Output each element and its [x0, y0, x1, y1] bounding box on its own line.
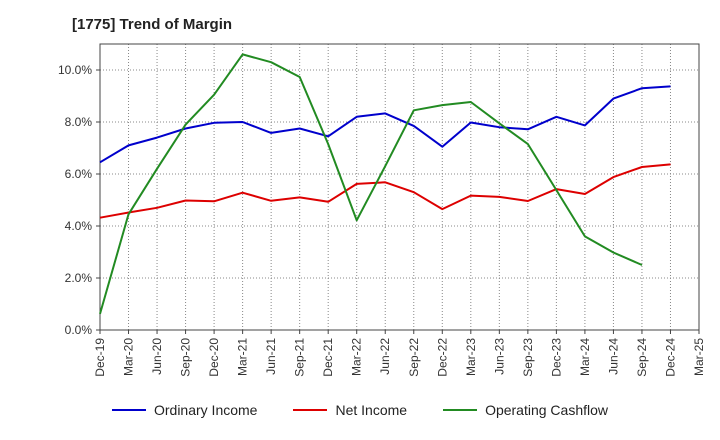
x-tick-label: Sep-21	[293, 338, 307, 377]
legend-label-net-income: Net Income	[335, 402, 408, 418]
legend-item-operating-cashflow: Operating Cashflow	[443, 402, 608, 418]
legend-label-operating-cashflow: Operating Cashflow	[485, 402, 609, 418]
x-tick-label: Dec-21	[321, 338, 335, 377]
y-tick-label: 8.0%	[65, 115, 93, 129]
y-tick-label: 0.0%	[65, 323, 93, 337]
chart-title: [1775] Trend of Margin	[72, 16, 233, 33]
legend-swatch-ordinary-income	[111, 409, 146, 411]
x-tick-label: Mar-25	[692, 338, 706, 376]
legend-swatch-net-income	[293, 409, 328, 411]
x-tick-label: Mar-24	[578, 338, 592, 376]
x-tick-label: Dec-24	[663, 338, 677, 377]
x-tick-label: Dec-22	[435, 338, 449, 377]
ordinary-income-line	[99, 85, 671, 164]
operating-cashflow-line	[99, 53, 643, 315]
legend-swatch-operating-cashflow	[443, 409, 478, 411]
y-tick-label: 6.0%	[65, 167, 93, 181]
y-tick-label: 2.0%	[65, 271, 93, 285]
x-tick-label: Mar-22	[350, 338, 364, 376]
x-tick-label: Jun-21	[264, 338, 278, 375]
legend-item-ordinary-income: Ordinary Income	[111, 402, 258, 418]
x-tick-label: Sep-24	[635, 338, 649, 377]
x-tick-label: Mar-21	[236, 338, 250, 376]
x-tick-label: Sep-23	[521, 338, 535, 377]
y-tick-label: 4.0%	[65, 219, 93, 233]
x-tick-label: Dec-20	[207, 338, 221, 377]
x-tick-label: Jun-24	[606, 338, 620, 375]
x-tick-label: Jun-22	[378, 338, 392, 375]
y-tick-label: 10.0%	[58, 63, 92, 77]
x-tick-label: Jun-23	[492, 338, 506, 375]
legend-item-net-income: Net Income	[293, 402, 407, 418]
x-tick-label: Mar-20	[122, 338, 136, 376]
plot-frame	[99, 43, 700, 331]
x-tick-label: Jun-20	[150, 338, 164, 375]
x-tick-label: Dec-19	[93, 338, 107, 377]
legend-label-ordinary-income: Ordinary Income	[153, 402, 258, 418]
x-tick-label: Sep-22	[407, 338, 421, 377]
x-tick-label: Sep-20	[179, 338, 193, 377]
x-tick-label: Mar-23	[464, 338, 478, 376]
chart-legend: Ordinary Income Net Income Operating Cashf…	[0, 402, 720, 418]
x-tick-label: Dec-23	[549, 338, 563, 377]
net-income-line	[99, 163, 671, 219]
